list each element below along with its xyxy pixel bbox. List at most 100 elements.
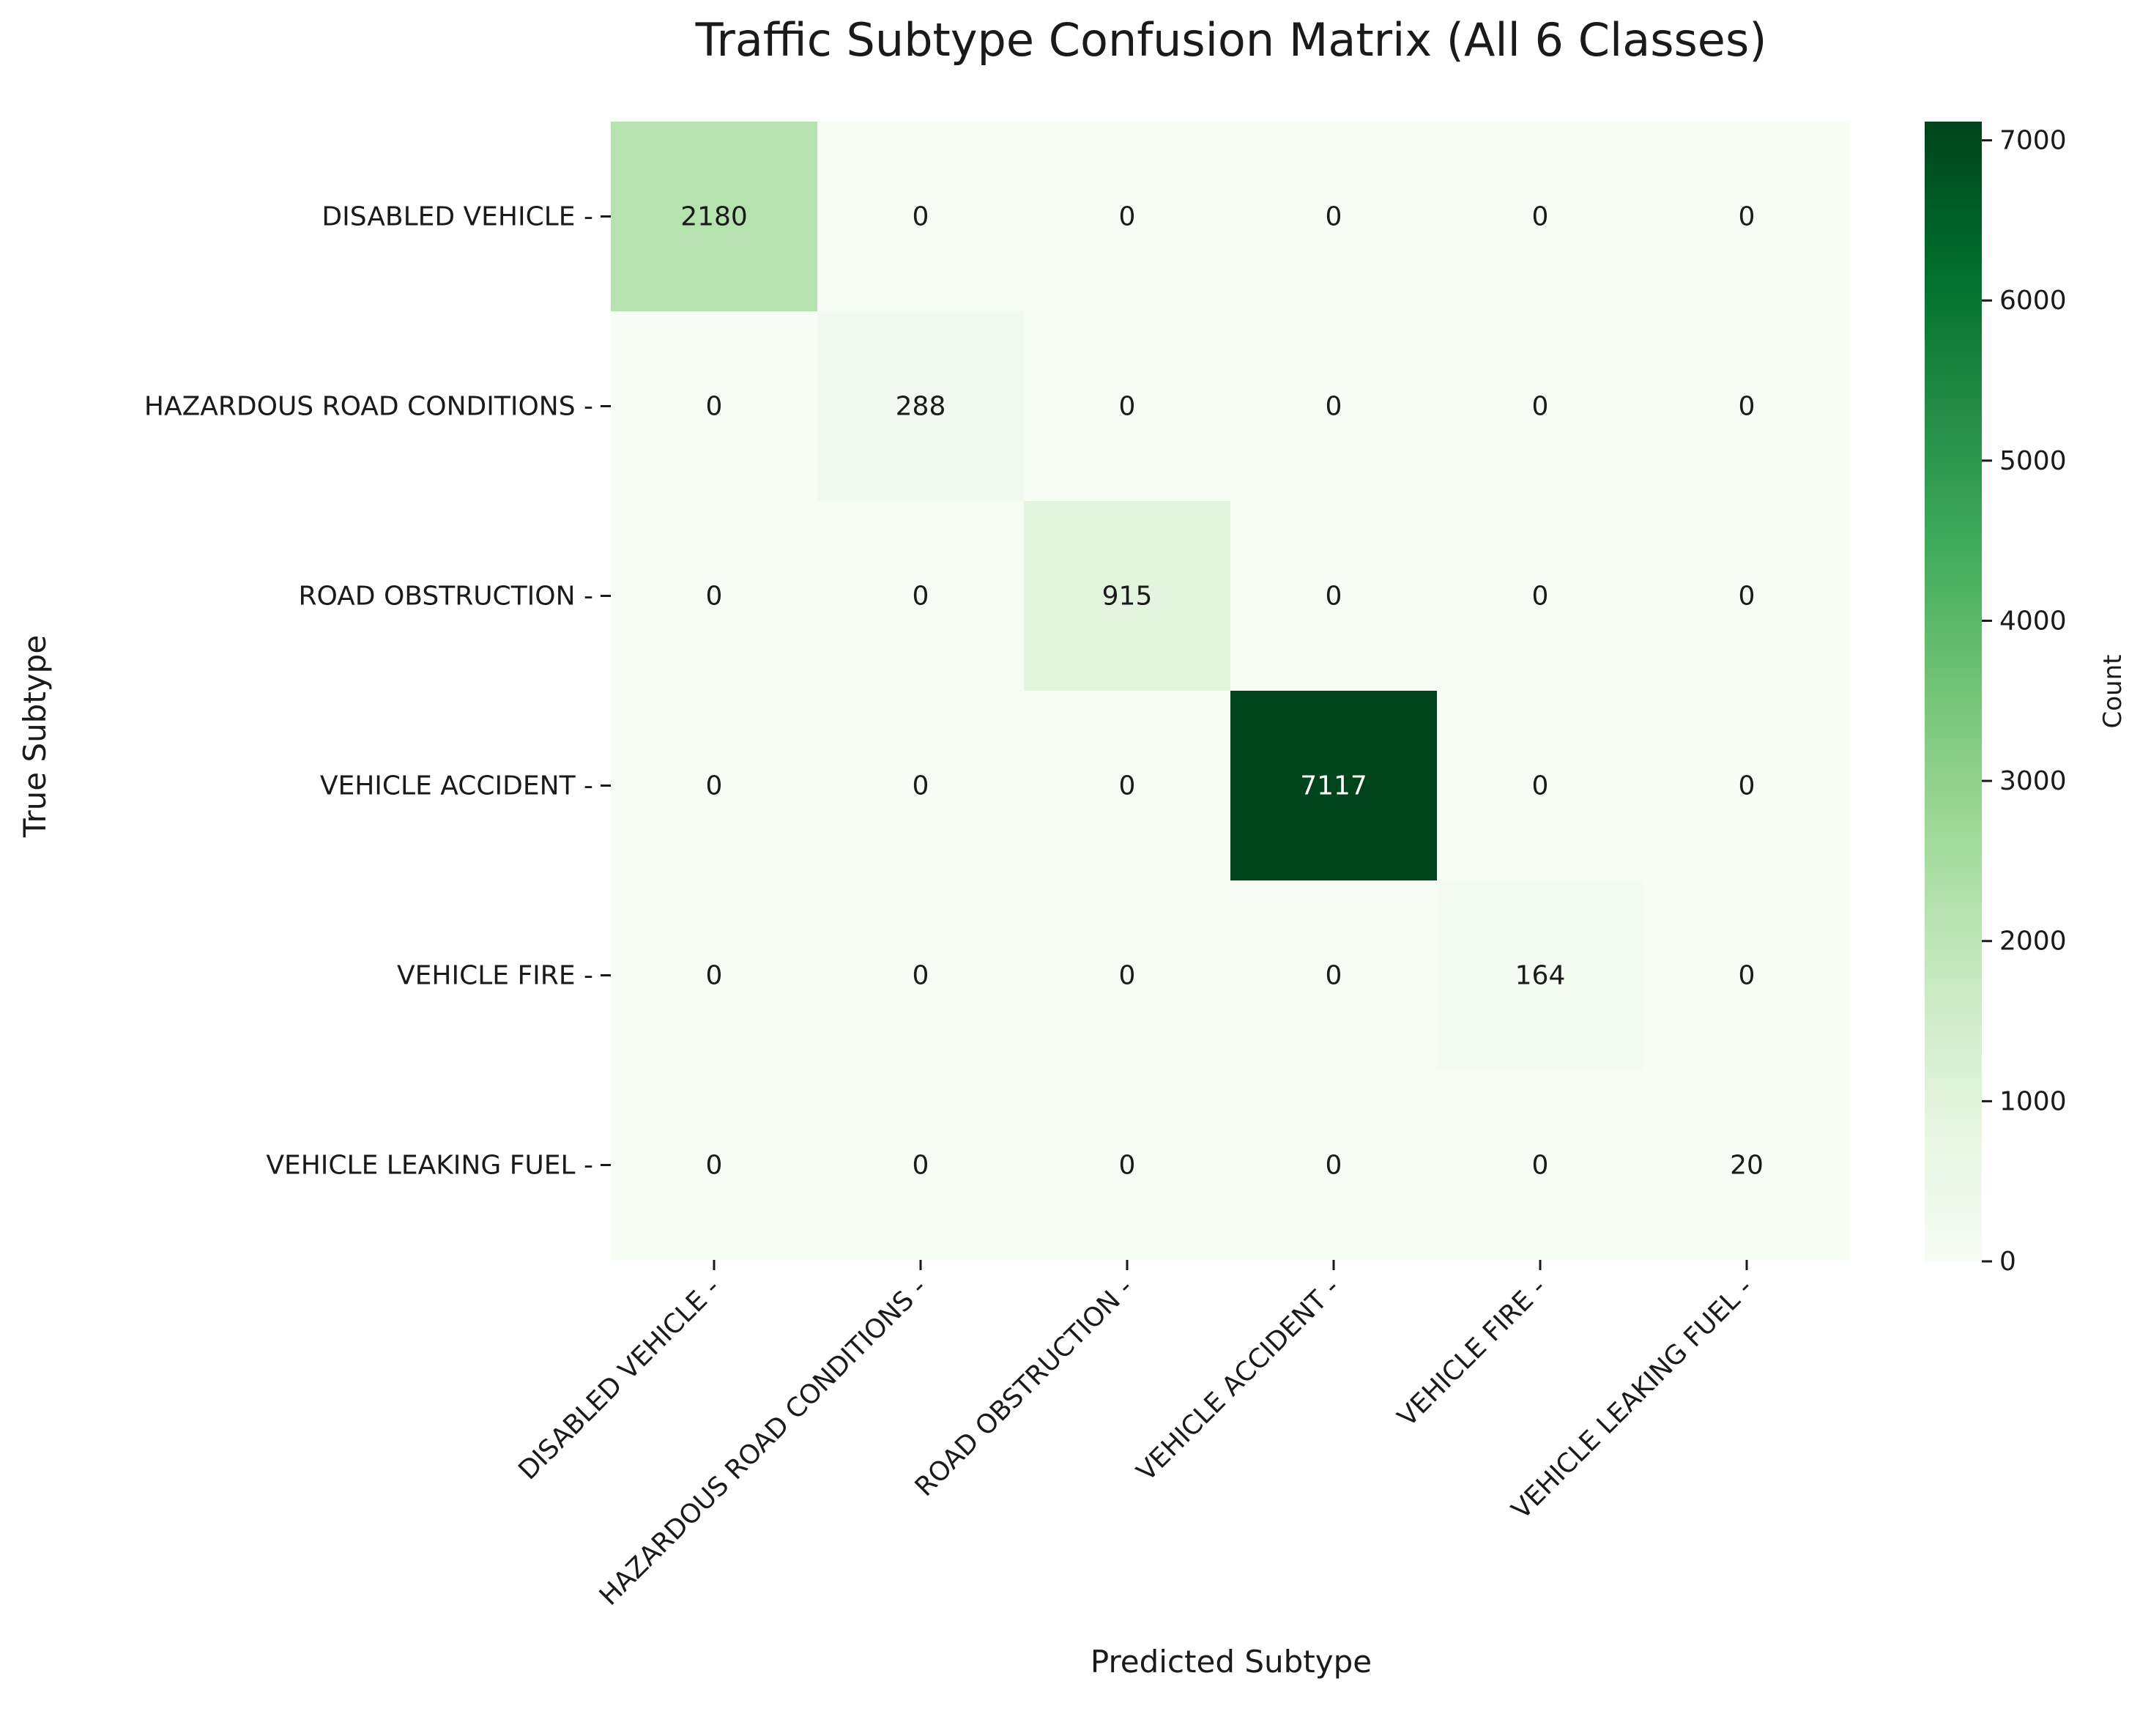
cell-value-label: 0 [1326,961,1342,991]
heatmap-cell [611,501,818,691]
cell-value-label: 0 [706,961,723,991]
cell-value-label: 0 [706,771,723,801]
heatmap-cell [611,1070,818,1261]
cell-value-label: 0 [1532,582,1549,612]
heatmap-cell [1230,1070,1438,1261]
cell-value-label: 2180 [680,202,748,232]
cell-value-label: 0 [1326,1151,1342,1181]
y-axis-label: True Subtype [17,635,53,838]
heatmap-cell [1643,880,1851,1071]
heatmap-cell [817,880,1025,1071]
heatmap-cell [1643,1070,1851,1261]
cell-value-label: 0 [1739,961,1756,991]
cell-value-label: 0 [1739,582,1756,612]
cell-value-label: 0 [1532,771,1549,801]
cell-value-label: 0 [1326,202,1342,232]
heatmap-cell [1024,1070,1231,1261]
y-tick-label: ROAD OBSTRUCTION - [298,582,593,612]
cell-value-label: 0 [913,961,929,991]
x-tick-label: VEHICLE ACCIDENT - [1132,1272,1346,1487]
cell-value-label: 0 [706,1151,723,1181]
x-tick-label: VEHICLE LEAKING FUEL - [1506,1272,1759,1525]
cell-value-label: 0 [1739,771,1756,801]
cell-value-label: 0 [1119,392,1136,422]
cell-value-label: 0 [1326,392,1342,422]
heatmap-cell [817,1070,1025,1261]
y-tick-label: DISABLED VEHICLE - [322,202,593,232]
colorbar-tick-label: 6000 [1999,286,2067,316]
heatmap-cell [817,122,1025,312]
x-tick-label: VEHICLE FIRE - [1392,1272,1552,1432]
x-tick-label: HAZARDOUS ROAD CONDITIONS - [594,1272,933,1611]
heatmap-cell [1437,691,1644,881]
colorbar-tick-label: 3000 [1999,766,2067,796]
cell-value-label: 0 [706,392,723,422]
heatmap-cell [611,880,818,1071]
heatmap-cell [611,691,818,881]
y-tick-label: VEHICLE LEAKING FUEL - [266,1151,593,1181]
y-tick-label: HAZARDOUS ROAD CONDITIONS - [144,392,593,422]
cell-value-label: 0 [913,1151,929,1181]
cell-value-label: 0 [1739,392,1756,422]
heatmap-cell [1024,691,1231,881]
cell-value-label: 288 [896,392,946,422]
cell-value-label: 0 [1739,202,1756,232]
y-tick-label: VEHICLE ACCIDENT - [320,771,593,801]
heatmap-cell [1024,311,1231,502]
x-axis-ticks: DISABLED VEHICLE -HAZARDOUS ROAD CONDITI… [513,1260,1758,1611]
cell-value-label: 0 [1119,1151,1136,1181]
heatmap-cell [817,311,1025,502]
heatmap-cell [1024,880,1231,1071]
cell-value-label: 0 [913,771,929,801]
colorbar-tick-label: 5000 [1999,446,2067,476]
chart-title: Traffic Subtype Confusion Matrix (All 6 … [695,13,1767,67]
heatmap-cell [1230,122,1438,312]
heatmap-cell [1437,501,1644,691]
x-tick-label: DISABLED VEHICLE - [513,1272,726,1485]
heatmap-cell [1024,122,1231,312]
cell-value-label: 0 [1119,202,1136,232]
heatmap-cell [1437,1070,1644,1261]
cell-value-label: 0 [1119,961,1136,991]
colorbar [1925,122,1982,1261]
colorbar-tick-label: 7000 [1999,126,2067,156]
y-tick-label: VEHICLE FIRE - [397,961,593,991]
heatmap-cell [817,501,1025,691]
cell-value-label: 915 [1102,582,1153,612]
heatmap-cell [1643,122,1851,312]
heatmap-cell [1230,311,1438,502]
cell-value-label: 0 [1326,582,1342,612]
cell-value-label: 0 [913,582,929,612]
heatmap-cell [611,122,818,312]
heatmap-cell [1643,691,1851,881]
colorbar-ticks: 0 1000 2000 3000 4000 5000 6000 7000 [1982,126,2067,1277]
heatmap-cell [1437,122,1644,312]
heatmap-cells: 2180 0 0 0 0 0 0 288 0 0 0 0 0 0 915 0 0 0 0 0 0 7117 0 0 0 0 0 0 16… [611,122,1851,1261]
heatmap-cell [1643,311,1851,502]
colorbar-label: Count [2098,655,2128,729]
cell-value-label: 20 [1730,1151,1764,1181]
cell-value-label: 0 [1532,392,1549,422]
heatmap-cell [1024,501,1231,691]
heatmap-cell [1230,501,1438,691]
cell-value-label: 0 [1532,202,1549,232]
cell-value-label: 164 [1515,961,1566,991]
x-tick-label: ROAD OBSTRUCTION - [910,1272,1140,1502]
x-axis-label: Predicted Subtype [1091,1644,1372,1680]
heatmap-cell [1643,501,1851,691]
colorbar-tick-label: 1000 [1999,1086,2067,1116]
colorbar-tick-label: 0 [1999,1247,2016,1277]
cell-value-label: 0 [1119,771,1136,801]
heatmap-cell [1437,311,1644,502]
cell-value-label: 7117 [1300,771,1367,801]
colorbar-tick-label: 2000 [1999,927,2067,957]
heatmap-cell [1437,880,1644,1071]
cell-value-label: 0 [706,582,723,612]
heatmap-cell [1230,691,1438,881]
cell-value-label: 0 [913,202,929,232]
y-axis-ticks: DISABLED VEHICLE - HAZARDOUS ROAD CONDITI… [144,202,611,1181]
colorbar-tick-label: 4000 [1999,606,2067,636]
heatmap-cell [817,691,1025,881]
heatmap-cell [611,311,818,502]
